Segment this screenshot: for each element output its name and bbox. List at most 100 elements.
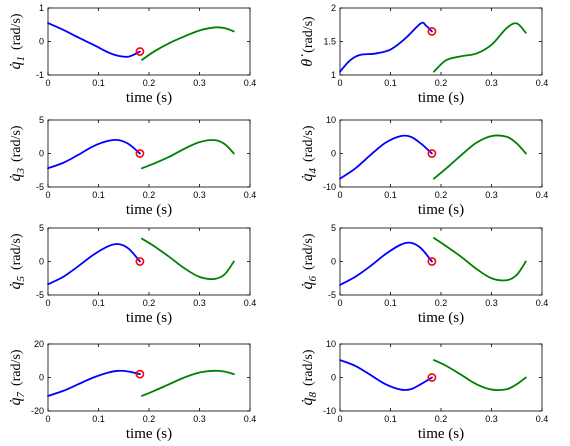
series-line-2	[141, 237, 235, 280]
axes-frame	[47, 227, 251, 296]
x-tick-label: 0.3	[485, 298, 498, 308]
y-axis-label: q̇8 (rad/s)	[299, 349, 319, 405]
y-axis-subscript: 7	[15, 392, 27, 398]
y-tick-label: 5	[39, 223, 44, 233]
x-tick-label: 0.2	[143, 78, 156, 88]
x-axis-label: time (s)	[418, 90, 464, 106]
impact-marker	[427, 27, 437, 36]
y-axis-symbol: q̇	[7, 62, 24, 70]
y-tick-label: -10	[323, 182, 336, 192]
x-axis-label: time (s)	[126, 310, 172, 326]
y-axis-unit: (rad/s)	[9, 349, 24, 386]
x-axis-label: time (s)	[126, 90, 172, 106]
series-line-2	[433, 359, 527, 391]
y-axis-unit: (rad/s)	[9, 13, 24, 50]
y-axis-symbol: q̇	[299, 282, 316, 290]
series-line-1	[339, 21, 433, 73]
x-tick-label: 0.4	[244, 190, 257, 200]
y-tick-label: 2	[331, 3, 336, 13]
x-axis-label: time (s)	[418, 310, 464, 326]
x-tick-label: 0.2	[435, 414, 448, 424]
x-tick-label: 0.2	[435, 78, 448, 88]
impact-marker	[135, 369, 145, 379]
x-tick-label: 0.3	[193, 298, 206, 308]
axes-frame	[47, 119, 251, 188]
series-line-1	[47, 138, 141, 170]
series-line-1	[339, 134, 433, 180]
y-tick-label: 1	[39, 3, 44, 13]
y-tick-label: -10	[323, 406, 336, 416]
y-tick-label: -5	[328, 290, 336, 300]
y-axis-subscript: 4	[307, 168, 319, 174]
y-axis-label: q̇7 (rad/s)	[7, 349, 27, 405]
y-axis-label: θ̇(rad/s)	[299, 16, 316, 67]
series-line-2	[433, 134, 527, 180]
y-tick-label: 20	[34, 339, 44, 349]
axes-frame	[339, 343, 543, 412]
x-tick-label: 0.4	[536, 298, 549, 308]
y-tick-label: 1.5	[323, 37, 336, 47]
x-tick-label: 0.1	[92, 298, 105, 308]
y-axis-unit: (rad/s)	[301, 233, 316, 270]
x-axis-label: time (s)	[418, 202, 464, 218]
y-axis-label: q̇6 (rad/s)	[299, 233, 319, 289]
y-axis-unit: (rad/s)	[301, 16, 316, 53]
x-tick-label: 0.1	[92, 190, 105, 200]
x-tick-label: 0.2	[435, 298, 448, 308]
y-axis-symbol: q̇	[299, 174, 316, 182]
x-axis-label: time (s)	[126, 426, 172, 442]
x-tick-label: 0.1	[384, 298, 397, 308]
x-tick-label: 0	[337, 78, 342, 88]
series-line-1	[47, 369, 141, 397]
series-line-1	[47, 22, 141, 58]
series-line-1	[339, 241, 433, 286]
x-tick-label: 0.2	[143, 190, 156, 200]
y-axis-subscript: 3	[15, 168, 27, 175]
x-tick-label: 0.2	[435, 190, 448, 200]
x-tick-label: 0.4	[244, 414, 257, 424]
x-tick-label: 0.3	[485, 78, 498, 88]
y-axis-label: q̇5 (rad/s)	[7, 233, 27, 289]
x-tick-label: 0.2	[143, 414, 156, 424]
axes-frame	[339, 119, 543, 188]
y-axis-symbol: q̇	[7, 398, 24, 406]
chart-panel-2: 0 0.1 0.2 0.3 0.4 1 1.5 2 time (s) θ̇(rad/s)	[299, 3, 548, 106]
series-line-2	[433, 22, 527, 73]
series-line-2	[141, 139, 235, 170]
series-line-2	[141, 26, 235, 61]
x-tick-label: 0.1	[384, 414, 397, 424]
y-axis-label: q̇1 (rad/s)	[7, 13, 27, 69]
x-tick-label: 0.3	[485, 190, 498, 200]
series-line-2	[141, 369, 235, 397]
y-tick-label: -20	[31, 406, 44, 416]
series-line-1	[339, 359, 433, 391]
x-tick-label: 0.1	[92, 414, 105, 424]
x-tick-label: 0.3	[193, 414, 206, 424]
x-tick-label: 0.4	[244, 78, 257, 88]
y-axis-subscript: 1	[15, 56, 27, 62]
x-tick-label: 0	[45, 414, 50, 424]
y-axis-unit: (rad/s)	[301, 125, 316, 162]
y-tick-label: 5	[331, 223, 336, 233]
y-tick-label: 0	[39, 373, 44, 383]
y-tick-label: -5	[36, 182, 44, 192]
x-tick-label: 0.3	[193, 78, 206, 88]
y-tick-label: 10	[326, 339, 336, 349]
impact-marker	[135, 47, 145, 56]
series-line-2	[433, 237, 527, 282]
y-tick-label: 10	[326, 115, 336, 125]
x-tick-label: 0	[45, 190, 50, 200]
y-axis-symbol: q̇	[299, 398, 316, 406]
impact-marker	[135, 257, 145, 266]
y-axis-symbol: q̇	[7, 174, 24, 182]
x-tick-label: 0.4	[536, 190, 549, 200]
x-tick-label: 0	[337, 414, 342, 424]
